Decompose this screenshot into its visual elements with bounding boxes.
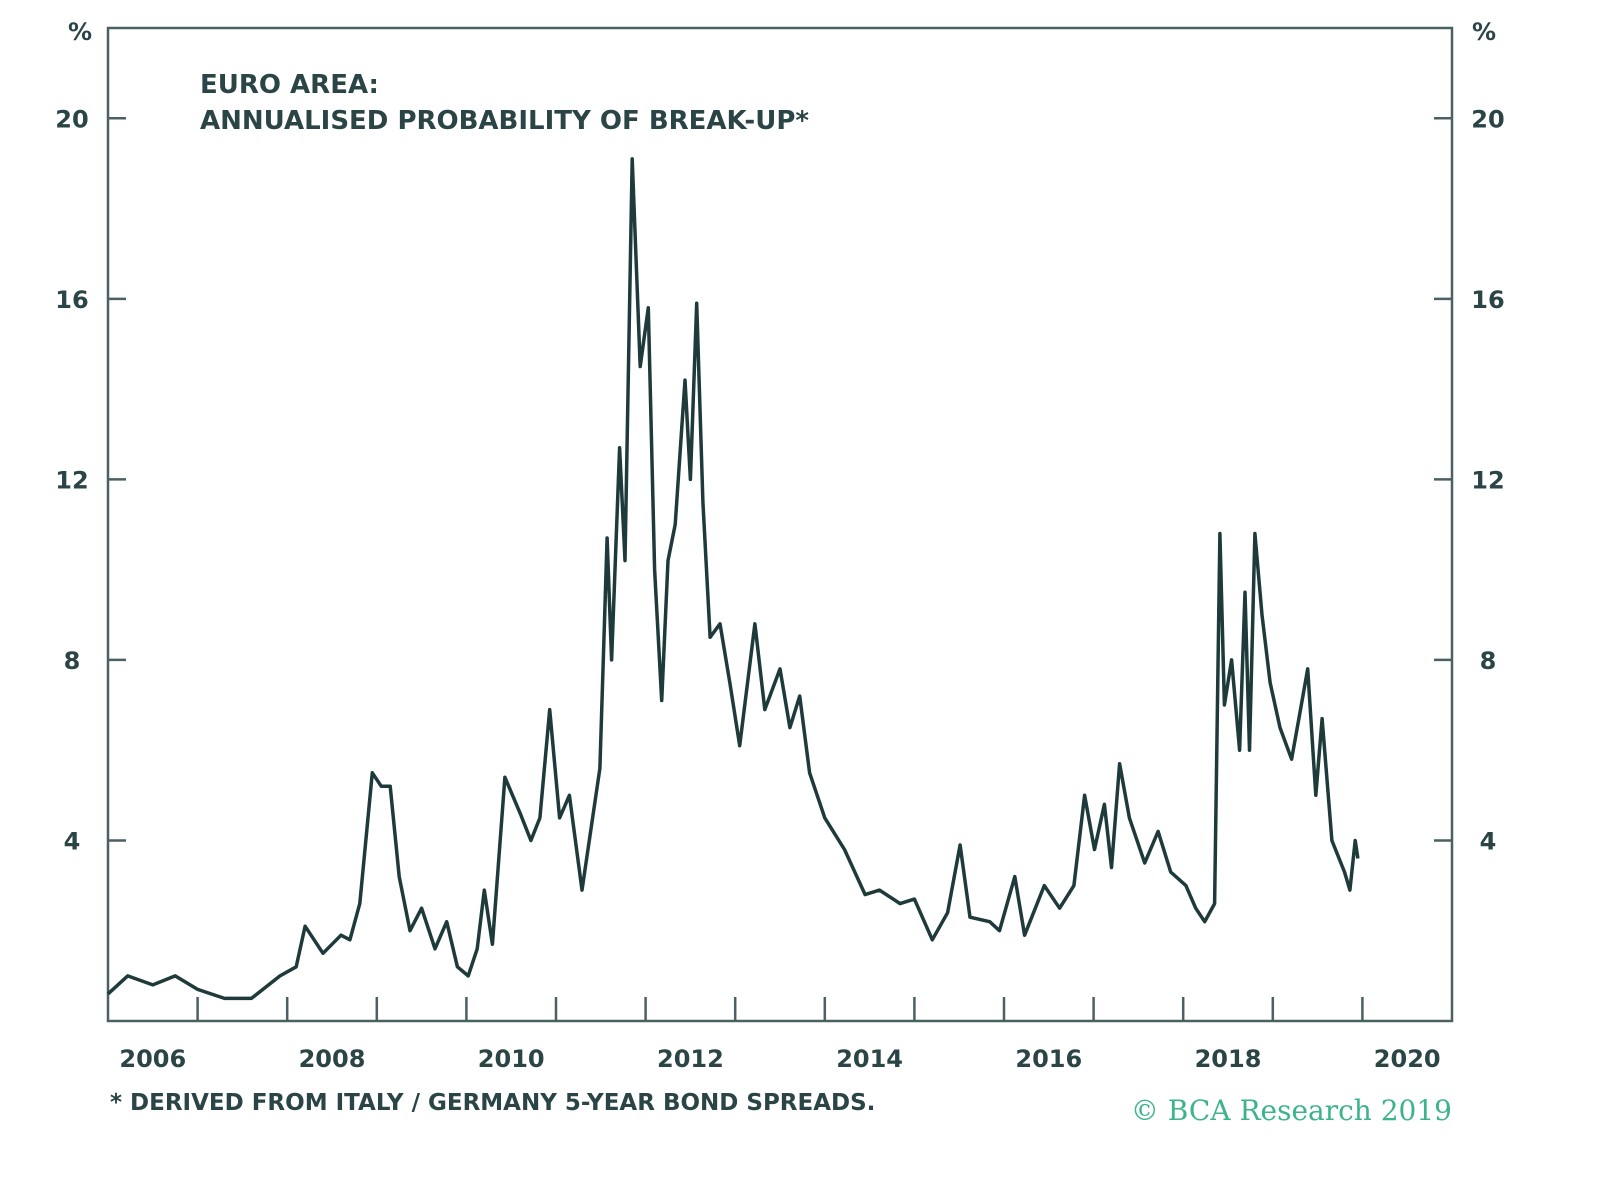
series-line (106, 157, 1360, 1001)
y-unit-right: % (1472, 18, 1496, 46)
chart-title: EURO AREA: (200, 70, 379, 100)
footnote: * DERIVED FROM ITALY / GERMANY 5-YEAR BO… (110, 1090, 875, 1116)
y-tick-label-right: 8 (1480, 647, 1497, 675)
source-logo: © BCA Research 2019 (1131, 1094, 1452, 1127)
x-tick-label: 2016 (1015, 1045, 1082, 1073)
x-tick-label: 2008 (299, 1045, 366, 1073)
y-tick-label-left: 12 (55, 466, 88, 494)
x-tick-label: 2006 (119, 1045, 186, 1073)
x-tick-label: 2018 (1195, 1045, 1262, 1073)
x-tick-label: 2020 (1374, 1045, 1441, 1073)
x-tick-label: 2010 (478, 1045, 545, 1073)
y-tick-label-right: 12 (1471, 466, 1504, 494)
y-tick-label-right: 20 (1471, 105, 1504, 133)
y-unit-left: % (68, 18, 92, 46)
y-tick-label-left: 16 (55, 286, 88, 314)
y-tick-label-left: 8 (64, 647, 81, 675)
chart-subtitle: ANNUALISED PROBABILITY OF BREAK-UP* (200, 106, 809, 136)
x-tick-label: 2014 (836, 1045, 903, 1073)
y-tick-label-right: 4 (1480, 827, 1497, 855)
y-tick-label-left: 4 (64, 827, 81, 855)
plot-frame (106, 26, 1454, 1023)
y-tick-label-left: 20 (55, 105, 88, 133)
y-tick-label-right: 16 (1471, 286, 1504, 314)
x-tick-label: 2012 (657, 1045, 724, 1073)
